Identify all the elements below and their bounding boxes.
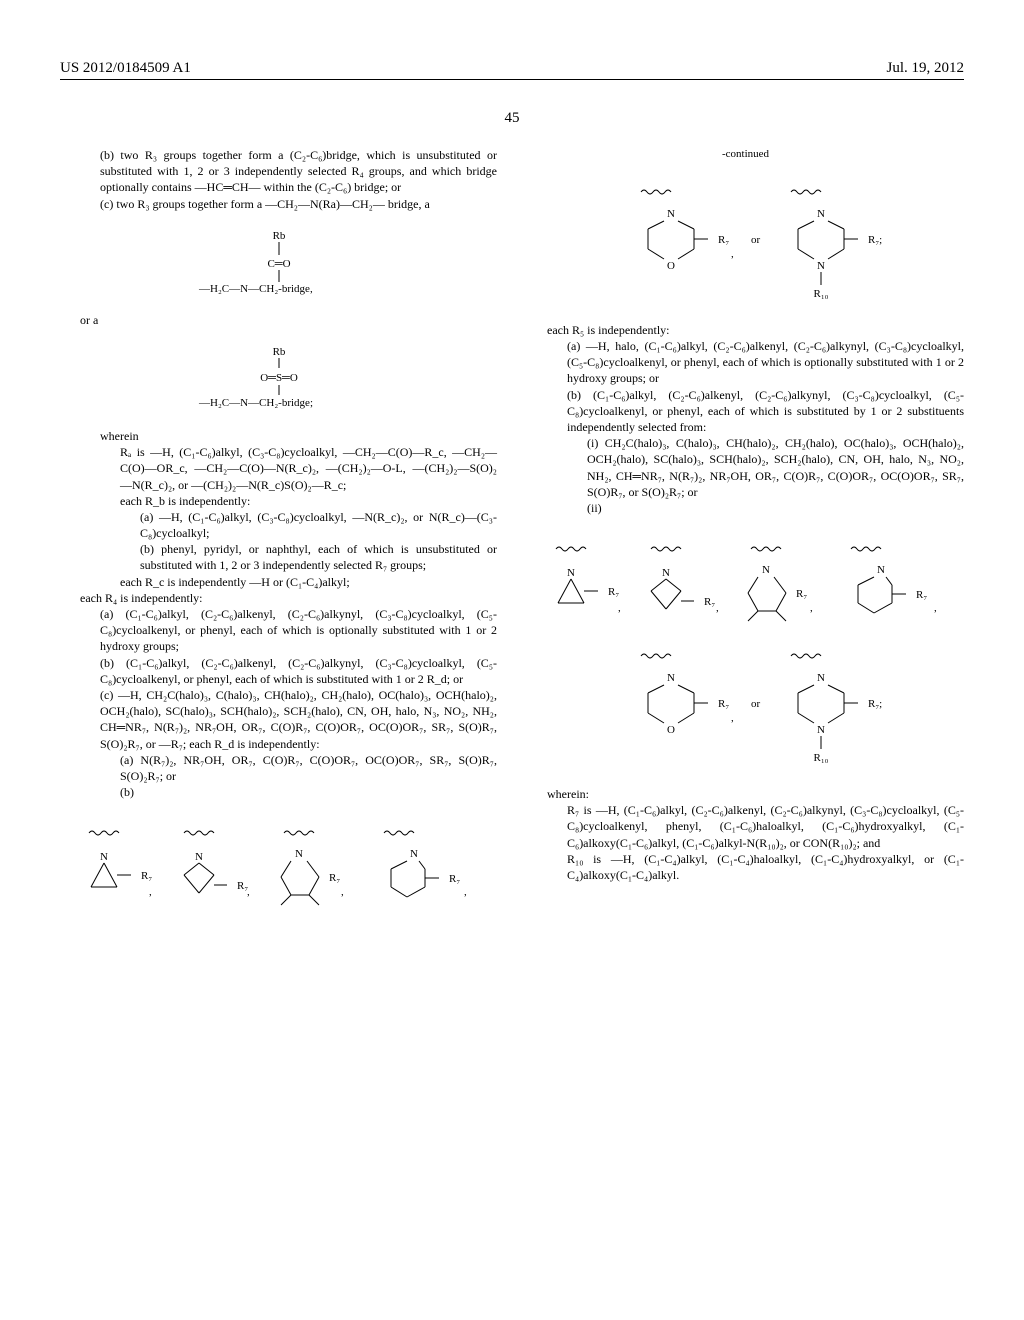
wherein-label-right: wherein: bbox=[527, 786, 964, 802]
svg-text:R₇: R₇ bbox=[916, 589, 927, 601]
item-b: (b) two R₃ groups together form a (C₂-C₆… bbox=[60, 147, 497, 196]
patent-number: US 2012/0184509 A1 bbox=[60, 60, 191, 77]
rc-text: each R_c is independently —H or (C₁-C₄)a… bbox=[60, 574, 497, 590]
svg-text:R₇: R₇ bbox=[608, 586, 619, 598]
item-c: (c) two R₃ groups together form a —CH₂—N… bbox=[60, 196, 497, 212]
page-header: US 2012/0184509 A1 Jul. 19, 2012 bbox=[60, 60, 964, 80]
svg-text:,: , bbox=[464, 886, 467, 898]
r7-text: R₇ is —H, (C₁-C₆)alkyl, (C₂-C₆)alkenyl, … bbox=[527, 802, 964, 851]
svg-text:Rb: Rb bbox=[272, 346, 285, 358]
svg-text:N: N bbox=[295, 848, 303, 860]
svg-text:O═S═O: O═S═O bbox=[260, 372, 298, 384]
svg-text:R₇: R₇ bbox=[718, 234, 729, 246]
or-a-label: or a bbox=[60, 312, 497, 328]
continued-label: -continued bbox=[527, 147, 964, 162]
svg-text:,: , bbox=[731, 712, 734, 724]
svg-text:,: , bbox=[618, 602, 621, 614]
svg-text:R₇: R₇ bbox=[704, 596, 715, 608]
right-column: -continued N O R₇ , or bbox=[527, 147, 964, 925]
svg-text:R₇: R₇ bbox=[329, 872, 340, 884]
svg-text:R₇;: R₇; bbox=[868, 698, 882, 710]
svg-text:,: , bbox=[341, 886, 344, 898]
ring-structures-middle-right: N R₇ , N R₇ , bbox=[527, 531, 964, 626]
svg-text:or: or bbox=[751, 698, 761, 710]
svg-text:R₁₀: R₁₀ bbox=[813, 752, 828, 764]
rb-a: (a) —H, (C₁-C₆)alkyl, (C₃-C₈)cycloalkyl,… bbox=[60, 509, 497, 541]
svg-text:N: N bbox=[195, 851, 203, 863]
svg-text:N: N bbox=[662, 567, 670, 579]
svg-text:,: , bbox=[810, 602, 813, 614]
svg-text:N: N bbox=[410, 848, 418, 860]
svg-text:N: N bbox=[762, 564, 770, 576]
svg-text:C═O: C═O bbox=[267, 258, 290, 270]
svg-text:N: N bbox=[817, 208, 825, 220]
r5-b: (b) (C₁-C₆)alkyl, (C₂-C₆)alkenyl, (C₂-C₆… bbox=[527, 387, 964, 436]
svg-text:,: , bbox=[716, 602, 719, 614]
svg-text:R₁₀: R₁₀ bbox=[813, 288, 828, 300]
svg-text:,: , bbox=[934, 602, 937, 614]
wherein-label: wherein bbox=[60, 428, 497, 444]
svg-text:—H₂C—N—CH₂-bridge,: —H₂C—N—CH₂-bridge, bbox=[198, 283, 313, 295]
rd-b: (b) bbox=[60, 784, 497, 800]
svg-text:R₇: R₇ bbox=[718, 698, 729, 710]
r5-a: (a) —H, halo, (C₁-C₆)alkyl, (C₂-C₆)alken… bbox=[527, 338, 964, 387]
rb-label: each R_b is independently: bbox=[60, 493, 497, 509]
rd-a: (a) N(R₇)₂, NR₇OH, OR₇, C(O)R₇, C(O)OR₇,… bbox=[60, 752, 497, 784]
r10-text: R₁₀ is —H, (C₁-C₄)alkyl, (C₁-C₄)haloalky… bbox=[527, 851, 964, 883]
r5-i: (i) CH₂C(halo)₃, C(halo)₃, CH(halo)₂, CH… bbox=[527, 435, 964, 500]
ring-structures-row1: N R₇ , N R₇ , bbox=[60, 815, 497, 910]
r5-label: each R₅ is independently: bbox=[527, 322, 964, 338]
chem-bridge-1: Rb C═O —H₂C—N—CH₂-bridge, bbox=[60, 227, 497, 297]
rb-b: (b) phenyl, pyridyl, or naphthyl, each o… bbox=[60, 541, 497, 573]
r4-label: each R₄ is independently: bbox=[60, 590, 497, 606]
svg-text:R₇: R₇ bbox=[141, 870, 152, 882]
svg-text:N: N bbox=[567, 567, 575, 579]
svg-text:N: N bbox=[667, 672, 675, 684]
svg-text:,: , bbox=[731, 248, 734, 260]
svg-text:R₇: R₇ bbox=[449, 873, 460, 885]
svg-text:or: or bbox=[751, 234, 761, 246]
svg-text:N: N bbox=[817, 672, 825, 684]
r4-a: (a) (C₁-C₆)alkyl, (C₂-C₆)alkenyl, (C₂-C₆… bbox=[60, 606, 497, 655]
r4-c: (c) —H, CH₂C(halo)₃, C(halo)₃, CH(halo)₂… bbox=[60, 687, 497, 752]
svg-text:N: N bbox=[100, 851, 108, 863]
svg-text:O: O bbox=[667, 260, 675, 272]
svg-text:Rb: Rb bbox=[272, 230, 285, 242]
svg-text:N: N bbox=[817, 260, 825, 272]
svg-text:,: , bbox=[247, 886, 250, 898]
page-number: 45 bbox=[60, 110, 964, 127]
left-column: (b) two R₃ groups together form a (C₂-C₆… bbox=[60, 147, 497, 925]
svg-text:—H₂C—N—CH₂-bridge;: —H₂C—N—CH₂-bridge; bbox=[198, 397, 313, 409]
r5-ii: (ii) bbox=[527, 500, 964, 516]
patent-date: Jul. 19, 2012 bbox=[886, 60, 964, 77]
svg-text:R₇;: R₇; bbox=[868, 234, 882, 246]
svg-text:N: N bbox=[877, 564, 885, 576]
ring-structures-bottom-right: N O R₇ , or N bbox=[527, 641, 964, 771]
svg-text:O: O bbox=[667, 724, 675, 736]
svg-text:R₇: R₇ bbox=[796, 588, 807, 600]
chem-bridge-2: Rb O═S═O —H₂C—N—CH₂-bridge; bbox=[60, 343, 497, 413]
ra-text: Rₐ is —H, (C₁-C₆)alkyl, (C₃-C₈)cycloalky… bbox=[60, 444, 497, 493]
ring-structures-top-right: N O R₇ , or N bbox=[527, 177, 964, 307]
r4-b: (b) (C₁-C₆)alkyl, (C₂-C₆)alkenyl, (C₂-C₆… bbox=[60, 655, 497, 687]
svg-text:N: N bbox=[817, 724, 825, 736]
svg-text:,: , bbox=[149, 886, 152, 898]
svg-text:N: N bbox=[667, 208, 675, 220]
